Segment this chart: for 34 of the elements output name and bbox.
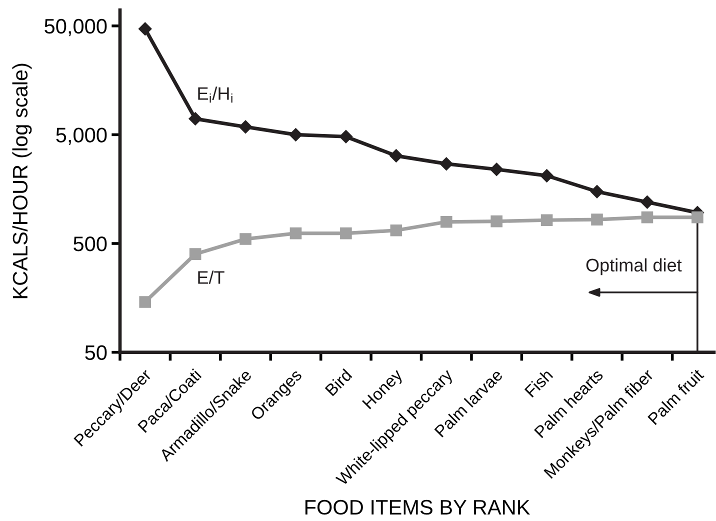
series-label: E/T (198, 270, 224, 284)
point (188, 112, 202, 126)
point (289, 128, 302, 142)
x-axis-title: FOOD ITEMS BY RANK (305, 500, 530, 515)
point (390, 149, 403, 162)
point (340, 227, 352, 240)
point (540, 214, 553, 226)
point (490, 215, 502, 228)
point (238, 120, 252, 134)
x-tick-label: Bird (324, 368, 352, 396)
point (138, 22, 152, 36)
point (591, 214, 603, 226)
point (440, 216, 452, 228)
point (240, 233, 252, 245)
y-tick-label: 50 (85, 345, 107, 360)
ref-line-label: Optimal diet (586, 258, 682, 276)
point (540, 169, 554, 182)
point (641, 211, 654, 224)
point (440, 157, 453, 170)
point (139, 296, 152, 308)
point (490, 162, 504, 176)
point (640, 196, 654, 209)
point (590, 185, 604, 198)
x-tick-label: Fish (524, 368, 554, 398)
y-tick-label: 5,000 (56, 128, 107, 145)
point (189, 248, 202, 260)
y-tick-label: 50,000 (44, 18, 107, 36)
point (290, 227, 302, 240)
point (390, 224, 402, 236)
y-axis-title: KCALS/HOUR (log scale) (12, 64, 32, 298)
series-label: E$_{i}$/H$_{i}$ (198, 86, 232, 103)
point (339, 130, 353, 144)
point (692, 211, 704, 224)
y-tick-label: 500 (74, 236, 107, 252)
